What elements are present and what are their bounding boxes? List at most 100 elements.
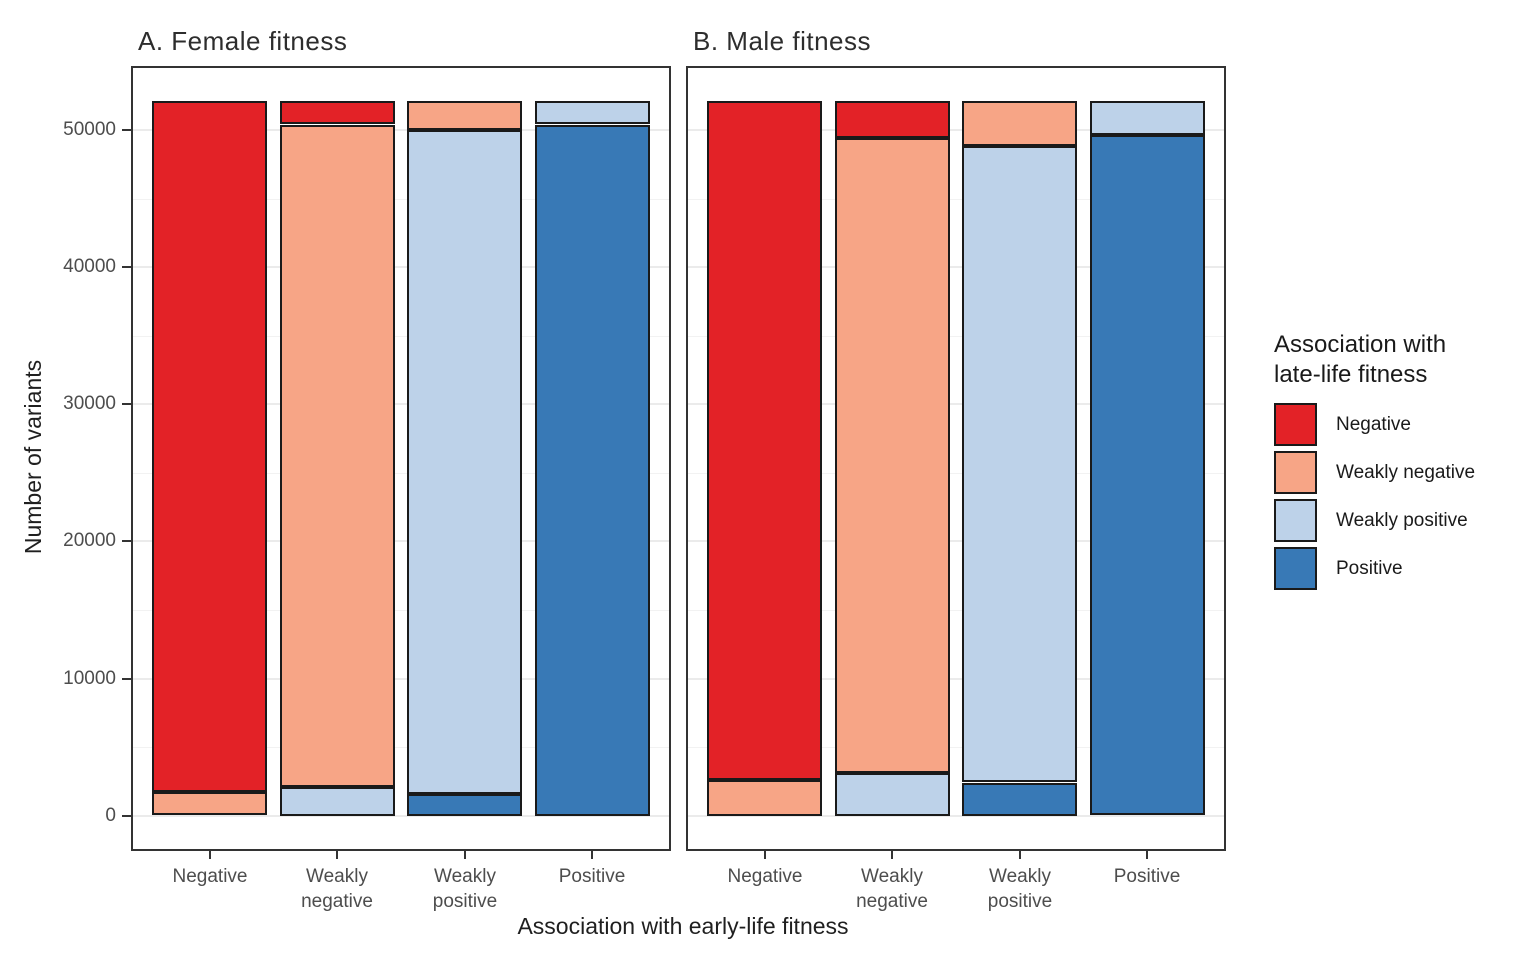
gridline-minor bbox=[688, 747, 1224, 748]
x-tick-mark bbox=[1019, 851, 1021, 859]
x-tick-label-line: Negative bbox=[727, 866, 803, 887]
legend-label: Negative bbox=[1336, 413, 1411, 435]
y-tick-mark bbox=[122, 678, 131, 680]
legend-label: Positive bbox=[1336, 557, 1403, 579]
x-tick-label-line: positive bbox=[432, 891, 498, 912]
x-tick-label-positive: Positive bbox=[517, 864, 667, 889]
gridline-major bbox=[133, 403, 669, 405]
x-tick-label-line: negative bbox=[856, 891, 928, 912]
x-tick-label-positive: Positive bbox=[1072, 864, 1222, 889]
legend: Association with late-life fitness Negat… bbox=[1274, 330, 1534, 595]
gridline-major bbox=[133, 540, 669, 542]
gridline-minor bbox=[133, 199, 669, 200]
gridline-minor bbox=[688, 336, 1224, 337]
x-tick-label-negative: Negative bbox=[135, 864, 285, 889]
x-tick-mark bbox=[891, 851, 893, 859]
gridline-major bbox=[688, 266, 1224, 268]
legend-key-swatch-weakly-negative bbox=[1274, 451, 1317, 494]
bar-segment-weakly-negative bbox=[835, 138, 950, 773]
legend-title-line1: Association with bbox=[1274, 331, 1447, 358]
legend-item-negative: Negative bbox=[1274, 403, 1534, 446]
bar-segment-positive bbox=[407, 794, 522, 816]
x-tick-label-line: Weakly bbox=[861, 866, 923, 887]
y-tick-mark bbox=[122, 403, 131, 405]
legend-title-line2: late-life fitness bbox=[1274, 361, 1428, 388]
legend-item-weakly-positive: Weakly positive bbox=[1274, 499, 1534, 542]
bar-segment-weakly-positive bbox=[535, 101, 650, 124]
panel-title-female: A. Female fitness bbox=[138, 26, 348, 56]
gridline-minor bbox=[688, 199, 1224, 200]
gridline-major bbox=[688, 815, 1224, 817]
gridline-major bbox=[133, 266, 669, 268]
panel-female-fitness bbox=[131, 66, 671, 851]
gridline-minor bbox=[688, 610, 1224, 611]
bar-segment-weakly-positive bbox=[835, 773, 950, 816]
legend-label: Weakly negative bbox=[1336, 461, 1476, 483]
gridline-minor bbox=[133, 747, 669, 748]
bar-segment-weakly-negative bbox=[962, 101, 1077, 146]
bar-segment-weakly-negative bbox=[152, 792, 267, 815]
x-tick-mark bbox=[1146, 851, 1148, 859]
gridline-major bbox=[133, 129, 669, 131]
bar-segment-negative bbox=[707, 101, 822, 780]
x-tick-label-line: Weakly bbox=[989, 866, 1051, 887]
gridline-minor bbox=[133, 336, 669, 337]
y-tick-mark bbox=[122, 540, 131, 542]
bar-segment-weakly-positive bbox=[1090, 101, 1205, 135]
bar-segment-negative bbox=[280, 101, 395, 124]
y-tick-label: 40000 bbox=[63, 256, 116, 277]
legend-key-swatch-weakly-positive bbox=[1274, 499, 1317, 542]
panel-title-male: B. Male fitness bbox=[693, 26, 872, 56]
x-tick-label-line: Negative bbox=[172, 866, 248, 887]
x-tick-mark bbox=[764, 851, 766, 859]
legend-item-weakly-negative: Weakly negative bbox=[1274, 451, 1534, 494]
legend-key-swatch-positive bbox=[1274, 547, 1317, 590]
legend-label: Weakly positive bbox=[1336, 509, 1468, 531]
x-tick-mark bbox=[209, 851, 211, 859]
x-axis-title: Association with early-life fitness bbox=[517, 913, 849, 939]
y-tick-label: 20000 bbox=[63, 530, 116, 551]
x-tick-label-line: Weakly bbox=[434, 866, 496, 887]
y-axis-title: Number of variants bbox=[20, 359, 46, 555]
gridline-minor bbox=[688, 473, 1224, 474]
gridline-minor bbox=[133, 473, 669, 474]
x-tick-label-line: Positive bbox=[1113, 866, 1181, 887]
gridline-major bbox=[133, 815, 669, 817]
gridline-major bbox=[688, 678, 1224, 680]
legend-item-positive: Positive bbox=[1274, 547, 1534, 590]
y-tick-mark bbox=[122, 815, 131, 817]
x-tick-label-line: Weakly bbox=[306, 866, 368, 887]
x-tick-label-weakly-positive: Weakly positive bbox=[945, 864, 1095, 914]
bar-segment-positive bbox=[1090, 135, 1205, 815]
y-tick-label: 30000 bbox=[63, 393, 116, 414]
legend-title: Association with late-life fitness bbox=[1274, 330, 1534, 390]
bar-segment-weakly-negative bbox=[707, 780, 822, 816]
panel-male-fitness bbox=[686, 66, 1226, 851]
x-tick-mark bbox=[591, 851, 593, 859]
gridline-major bbox=[688, 129, 1224, 131]
legend-key-swatch-negative bbox=[1274, 403, 1317, 446]
x-tick-mark bbox=[336, 851, 338, 859]
y-tick-label: 50000 bbox=[63, 119, 116, 140]
bar-segment-weakly-negative bbox=[280, 125, 395, 787]
y-tick-mark bbox=[122, 129, 131, 131]
x-tick-label-line: positive bbox=[987, 891, 1053, 912]
x-tick-mark bbox=[464, 851, 466, 859]
y-tick-label: 0 bbox=[105, 805, 116, 826]
bar-segment-negative bbox=[835, 101, 950, 138]
gridline-minor bbox=[133, 610, 669, 611]
gridline-major bbox=[688, 540, 1224, 542]
bar-segment-weakly-positive bbox=[962, 146, 1077, 782]
bar-segment-positive bbox=[962, 783, 1077, 816]
x-tick-label-weakly-negative: Weakly negative bbox=[817, 864, 967, 914]
x-tick-label-line: Positive bbox=[558, 866, 626, 887]
y-tick-mark bbox=[122, 266, 131, 268]
plot-area-female bbox=[133, 68, 669, 849]
x-tick-label-line: negative bbox=[301, 891, 373, 912]
y-tick-label: 10000 bbox=[63, 668, 116, 689]
x-tick-label-weakly-positive: Weakly positive bbox=[390, 864, 540, 914]
bar-segment-weakly-positive bbox=[407, 130, 522, 794]
legend-items: Negative Weakly negative Weakly positive Po… bbox=[1274, 403, 1534, 590]
plot-area-male bbox=[688, 68, 1224, 849]
